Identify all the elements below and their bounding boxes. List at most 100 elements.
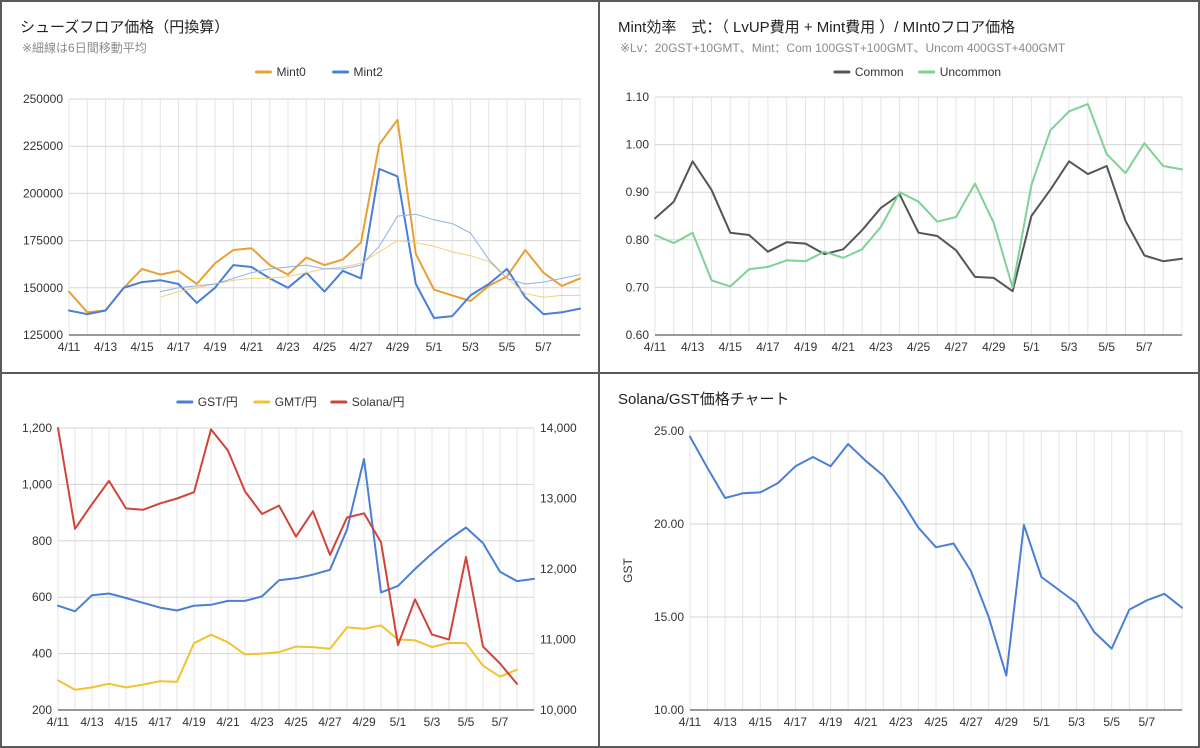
x-tick-label: 5/5 — [458, 715, 475, 729]
chart-title: Mint効率 式：（ LvUP費用 + Mint費用 ）/ MInt0フロア価格 — [618, 19, 1016, 36]
shoe-floor-price-chart-panel: シューズフロア価格（円換算） ※細線は6日間移動平均 125000 150000 1… — [0, 0, 600, 374]
series-line — [654, 160, 1183, 293]
legend-label: Uncommon — [940, 65, 1001, 79]
y2-tick-label: 14,000 — [540, 421, 577, 435]
x-tick-label: 4/25 — [313, 340, 337, 354]
x-tick-label: 4/25 — [907, 340, 931, 354]
y-tick-label: 175000 — [23, 234, 63, 248]
y-tick-label: 1.10 — [626, 90, 650, 104]
y-tick-label: 20.00 — [654, 517, 684, 531]
legend-label: GMT/円 — [275, 395, 317, 409]
y2-tick-label: 13,000 — [540, 492, 577, 506]
series-line — [57, 458, 535, 613]
x-tick-label: 4/23 — [869, 340, 893, 354]
token-price-chart-panel: 200 400 600 800 1,000 1,200 10,000 11,000 12,000… — [0, 372, 600, 748]
x-tick-label: 5/7 — [492, 715, 509, 729]
x-tick-label: 4/15 — [114, 715, 138, 729]
x-tick-label: 4/15 — [749, 715, 773, 729]
token-price-chart: 200 400 600 800 1,000 1,200 10,000 11,000 12,000… — [22, 395, 577, 729]
y2-tick-label: 11,000 — [540, 633, 576, 647]
x-tick-label: 4/25 — [284, 715, 308, 729]
x-tick-label: 4/25 — [924, 715, 948, 729]
series-line — [57, 624, 518, 691]
series-line — [689, 435, 1183, 677]
legend-label: GST/円 — [198, 395, 238, 409]
y-tick-label: 225000 — [23, 139, 63, 153]
x-tick-label: 4/23 — [250, 715, 274, 729]
x-tick-label: 4/27 — [944, 340, 968, 354]
x-tick-label: 4/21 — [240, 340, 264, 354]
y-tick-label: 600 — [32, 590, 52, 604]
y2-tick-label: 10,000 — [540, 703, 577, 717]
x-tick-label: 4/19 — [819, 715, 843, 729]
y-tick-label: 15.00 — [654, 610, 684, 624]
x-tick-label: 4/11 — [644, 340, 667, 354]
y-tick-label: 0.90 — [626, 185, 650, 199]
legend-label: Mint2 — [354, 65, 384, 79]
x-tick-label: 4/13 — [94, 340, 118, 354]
x-tick-label: 5/5 — [1103, 715, 1120, 729]
series-line — [159, 213, 581, 293]
x-tick-label: 4/13 — [681, 340, 705, 354]
x-tick-label: 5/3 — [1061, 340, 1078, 354]
x-tick-label: 4/27 — [349, 340, 373, 354]
y-tick-label: 250000 — [23, 92, 63, 106]
x-tick-label: 4/23 — [276, 340, 300, 354]
x-tick-label: 4/27 — [959, 715, 983, 729]
y-tick-label: 200 — [32, 703, 52, 717]
y-tick-label: 1,200 — [22, 421, 52, 435]
mint-efficiency-chart: 0.60 0.70 0.80 0.90 1.00 1.10 4/11 4/13 4/15 4/17… — [626, 65, 1183, 354]
y-tick-label: 150000 — [23, 281, 63, 295]
x-tick-label: 4/17 — [756, 340, 780, 354]
y-tick-label: 800 — [32, 534, 52, 548]
x-tick-label: 4/15 — [719, 340, 743, 354]
x-tick-label: 4/27 — [318, 715, 342, 729]
x-tick-label: 5/1 — [1023, 340, 1040, 354]
x-tick-label: 4/11 — [58, 340, 81, 354]
x-tick-label: 4/29 — [386, 340, 410, 354]
x-tick-label: 5/5 — [499, 340, 516, 354]
x-tick-label: 4/11 — [679, 715, 702, 729]
x-tick-label: 5/7 — [1139, 715, 1156, 729]
x-tick-label: 5/7 — [535, 340, 552, 354]
x-tick-label: 4/13 — [80, 715, 104, 729]
x-tick-label: 4/19 — [182, 715, 206, 729]
x-tick-label: 4/29 — [982, 340, 1006, 354]
x-tick-label: 5/1 — [426, 340, 443, 354]
series-line — [68, 167, 581, 319]
x-tick-label: 4/29 — [352, 715, 376, 729]
y-tick-label: 0.70 — [626, 280, 650, 294]
x-tick-label: 5/7 — [1136, 340, 1153, 354]
x-tick-label: 4/17 — [784, 715, 808, 729]
x-tick-label: 4/19 — [794, 340, 818, 354]
y2-tick-label: 12,000 — [540, 562, 577, 576]
legend-label: Mint0 — [277, 65, 307, 79]
x-tick-label: 4/19 — [203, 340, 227, 354]
y-tick-label: 25.00 — [654, 424, 684, 438]
solana-gst-chart-panel: Solana/GST価格チャート 10.00 15.00 20.00 25.00 4/1… — [598, 372, 1200, 748]
x-tick-label: 4/13 — [713, 715, 737, 729]
x-tick-label: 4/21 — [832, 340, 856, 354]
chart-title: シューズフロア価格（円換算） — [20, 19, 230, 36]
legend-label: Common — [855, 65, 904, 79]
x-tick-label: 4/11 — [47, 715, 70, 729]
x-tick-label: 5/1 — [390, 715, 407, 729]
x-tick-label: 4/29 — [995, 715, 1019, 729]
y-tick-label: 0.80 — [626, 233, 650, 247]
y-tick-label: 1.00 — [626, 138, 650, 152]
legend-label: Solana/円 — [352, 395, 405, 409]
y-tick-label: 1,000 — [22, 477, 52, 491]
y-axis-label: GST — [621, 557, 635, 582]
x-tick-label: 5/1 — [1033, 715, 1050, 729]
solana-gst-price-chart: 10.00 15.00 20.00 25.00 4/11 4/13 4/15 4/17 4/19… — [621, 424, 1183, 729]
y-tick-label: 200000 — [23, 186, 63, 200]
y-tick-label: 10.00 — [654, 703, 684, 717]
x-tick-label: 4/15 — [130, 340, 154, 354]
x-tick-label: 5/5 — [1098, 340, 1115, 354]
chart-title: Solana/GST価格チャート — [618, 391, 790, 408]
series-line — [68, 118, 581, 314]
x-tick-label: 4/17 — [148, 715, 172, 729]
x-tick-label: 5/3 — [462, 340, 479, 354]
x-tick-label: 5/3 — [1068, 715, 1085, 729]
shoe-floor-price-chart: 125000 150000 175000 200000 225000 250000 4/11… — [23, 65, 581, 354]
